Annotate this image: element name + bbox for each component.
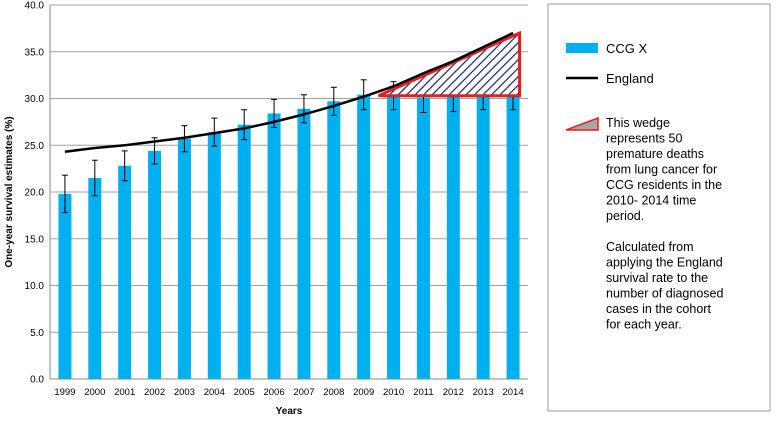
x-tick-label: 2004 — [204, 387, 225, 398]
line — [64, 31, 514, 154]
bar — [58, 193, 72, 379]
y-tick-label: 5.0 — [30, 328, 44, 339]
bar — [88, 177, 102, 379]
legend-label: England — [606, 71, 654, 86]
x-tick-label: 2008 — [323, 387, 344, 398]
y-tick-label: 15.0 — [25, 234, 45, 245]
bar — [148, 150, 162, 379]
error-bar — [121, 150, 128, 182]
annotation-text: premature deaths — [606, 147, 704, 161]
x-tick-label: 2000 — [84, 387, 105, 398]
y-axis-label: One-year survival estimates (%) — [4, 116, 15, 267]
error-bar — [241, 109, 248, 141]
bar — [207, 132, 221, 379]
bar — [267, 113, 281, 380]
bar — [476, 96, 490, 379]
error-bar — [91, 159, 98, 197]
bar — [416, 97, 430, 379]
bar — [177, 138, 191, 379]
bar — [297, 108, 311, 379]
annotation-text: applying the England — [606, 256, 723, 270]
x-tick-label: 1999 — [54, 387, 75, 398]
annotation-text: cases in the cohort — [606, 302, 711, 316]
bar — [118, 165, 132, 379]
annotation-text: from lung cancer for — [606, 163, 717, 177]
x-tick-label: 2011 — [413, 387, 433, 398]
bar — [506, 95, 520, 379]
annotation-text: survival rate to the — [606, 271, 708, 285]
annotation-text: Calculated from — [606, 240, 694, 254]
y-tick-label: 0.0 — [30, 375, 44, 386]
x-tick-label: 2006 — [263, 387, 284, 398]
annotation-text: This wedge — [606, 116, 670, 130]
annotation-text: CCG residents in the — [606, 178, 722, 192]
error-bar — [61, 174, 68, 214]
x-axis-label: Years — [276, 406, 303, 417]
x-tick-label: 2007 — [293, 387, 314, 398]
x-tick-label: 2003 — [174, 387, 195, 398]
x-tick-label: 2001 — [114, 387, 135, 398]
x-tick-label: 2013 — [473, 387, 494, 398]
x-tick-label: 2010 — [383, 387, 404, 398]
x-tick-label: 2002 — [144, 387, 165, 398]
y-tick-label: 30.0 — [25, 94, 45, 105]
x-tick-label: 2012 — [443, 387, 464, 398]
annotation-text: for each year. — [606, 318, 682, 332]
error-bar — [330, 86, 337, 116]
annotation-text: represents 50 — [606, 132, 682, 146]
x-tick-label: 2009 — [353, 387, 374, 398]
legend-label: CCG X — [606, 41, 648, 56]
annotation-text: period. — [606, 209, 644, 223]
y-tick-label: 25.0 — [25, 141, 45, 152]
legend-box — [547, 3, 771, 412]
annotation-text: 2010- 2014 time — [606, 194, 696, 208]
bar — [446, 96, 460, 379]
x-tick-label: 2005 — [234, 387, 255, 398]
bar — [327, 101, 341, 380]
y-tick-label: 10.0 — [25, 281, 45, 292]
legend-swatch — [566, 43, 598, 53]
y-tick-label: 20.0 — [25, 188, 45, 199]
wedge — [378, 30, 522, 98]
error-bar — [300, 94, 307, 124]
y-tick-label: 40.0 — [25, 1, 45, 12]
annotation-text: number of diagnosed — [606, 287, 723, 301]
bar — [387, 95, 401, 379]
legend-wedge — [565, 116, 599, 131]
bar — [357, 94, 371, 379]
x-tick-label: 2014 — [502, 387, 523, 398]
y-tick-label: 35.0 — [25, 47, 45, 58]
bar — [237, 124, 251, 380]
error-bar — [360, 79, 367, 111]
